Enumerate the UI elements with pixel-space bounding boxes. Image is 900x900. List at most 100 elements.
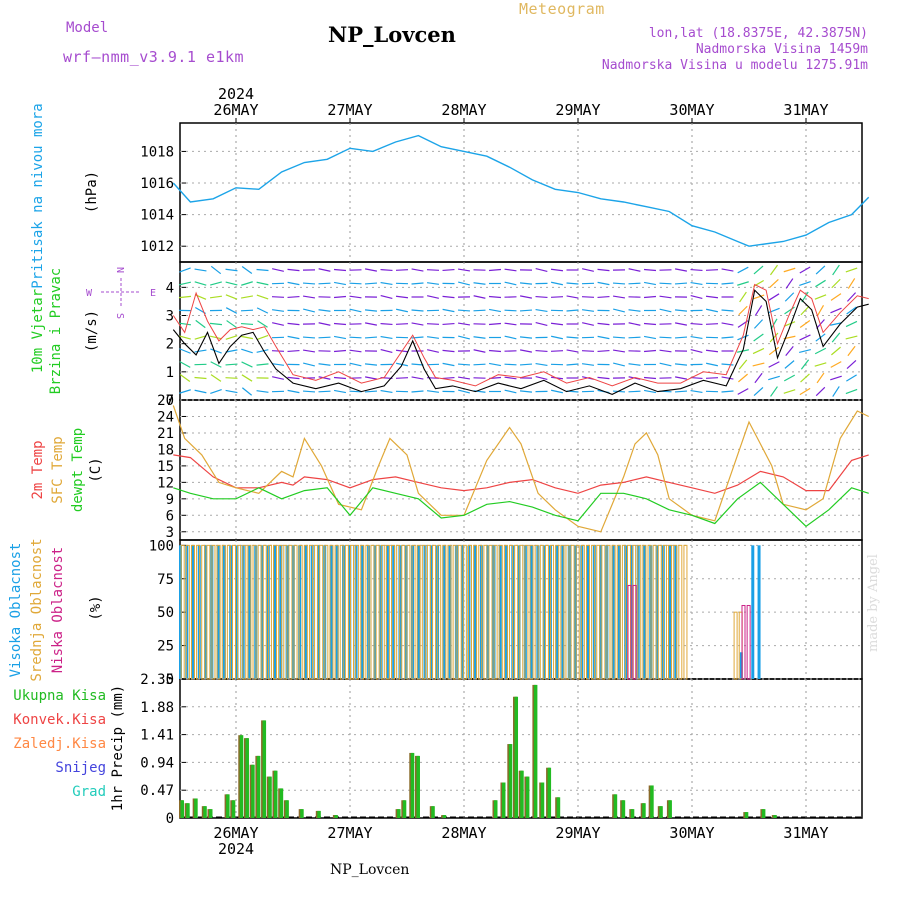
wind-arrow bbox=[566, 295, 579, 299]
y-tick-label: 0 bbox=[166, 811, 174, 827]
cloud-bar-high bbox=[335, 545, 339, 679]
wind-arrow bbox=[581, 309, 595, 312]
bottom-day-label: 30MAY bbox=[669, 824, 714, 842]
wind-arrow bbox=[178, 322, 192, 326]
wind-arrow bbox=[785, 345, 794, 357]
wind-arrow bbox=[690, 268, 703, 272]
precip-bar-total bbox=[501, 782, 506, 818]
wind-arrow bbox=[799, 348, 811, 354]
wind-arrow bbox=[473, 295, 486, 299]
wind-arrow bbox=[815, 279, 826, 288]
wind-arrow bbox=[753, 279, 764, 288]
compass-e: E bbox=[150, 288, 156, 299]
y-tick-label: 12 bbox=[157, 475, 174, 491]
wind-arrow bbox=[754, 372, 763, 384]
wind-arrow bbox=[457, 376, 471, 380]
precip-bar-total bbox=[251, 764, 255, 818]
wind-arrow bbox=[256, 349, 269, 353]
y-tick-label: 1 bbox=[166, 365, 174, 381]
wind-arrow bbox=[271, 296, 285, 298]
pressure-ylabel: Pritisak na nivou mora bbox=[30, 103, 46, 288]
wind-arrow bbox=[333, 295, 347, 299]
wind-arrow bbox=[674, 268, 688, 272]
wind-arrow bbox=[333, 268, 347, 272]
top-day-label: 28MAY bbox=[441, 101, 486, 119]
bottom-day-label: 26MAY bbox=[213, 824, 258, 842]
wind-arrow bbox=[519, 363, 533, 366]
wind-arrow bbox=[659, 362, 672, 367]
wind-arrow bbox=[256, 363, 269, 366]
wind-arrow bbox=[333, 335, 347, 340]
wind-arrow bbox=[364, 336, 378, 339]
wind-arrow bbox=[832, 386, 840, 397]
wind-arrow bbox=[800, 373, 810, 383]
precip-ylabel: 1hr Precip (mm) bbox=[110, 685, 126, 811]
cloud-bar-high bbox=[655, 545, 659, 679]
wind-arrow bbox=[674, 336, 688, 339]
cloud-bar-1 bbox=[324, 544, 329, 680]
wind-arrow bbox=[830, 293, 842, 301]
wind-arrow bbox=[800, 305, 810, 316]
cloud-bar-1 bbox=[733, 611, 738, 680]
wind-arrow bbox=[643, 376, 657, 380]
wind-arrow bbox=[628, 390, 641, 393]
cloud-bar-2 bbox=[627, 584, 632, 680]
wind-arrow bbox=[504, 281, 517, 286]
wind-arrow bbox=[256, 390, 269, 393]
wind-arrow bbox=[799, 280, 811, 287]
location-coords: lon,lat (18.8375E, 42.3875N) bbox=[648, 26, 868, 41]
precip-bar-total bbox=[194, 798, 198, 818]
wind-arrow bbox=[738, 305, 748, 316]
cloud-bar-1 bbox=[411, 544, 416, 680]
wind-arrow bbox=[519, 390, 533, 393]
y-tick-label: 1.41 bbox=[140, 728, 174, 744]
cloud-bar-1 bbox=[319, 544, 324, 680]
wind-arrow bbox=[815, 265, 826, 275]
wind-arrow bbox=[411, 376, 424, 380]
cloud-bar-1 bbox=[524, 544, 529, 680]
wind-arrow bbox=[411, 282, 424, 285]
cloud-bar-high bbox=[757, 545, 761, 679]
wind-arrow bbox=[302, 282, 316, 285]
wind-arrow bbox=[831, 278, 841, 289]
cloud-bar-1 bbox=[447, 544, 452, 680]
wind-arrow bbox=[830, 375, 842, 381]
cloud-bar-high bbox=[448, 545, 452, 679]
wind-arrow bbox=[209, 322, 223, 326]
wind-arrow bbox=[303, 308, 315, 313]
precip-bar-total bbox=[334, 815, 338, 818]
cloud-bar-high bbox=[329, 545, 333, 679]
wind-arrow bbox=[643, 349, 657, 353]
precip-bar-total bbox=[494, 800, 498, 818]
wind-arrow bbox=[287, 322, 300, 326]
wind-arrow bbox=[349, 362, 362, 367]
wind-gust-line bbox=[172, 283, 869, 387]
wind-arrow bbox=[737, 334, 749, 341]
precip-bar-total bbox=[262, 720, 267, 818]
wind-arrow bbox=[769, 278, 779, 289]
cloud-bar-1 bbox=[252, 544, 257, 680]
wind-arrow bbox=[643, 295, 657, 299]
y-tick-label: 50 bbox=[157, 605, 174, 621]
wind-arrow bbox=[519, 336, 533, 339]
wind-arrow bbox=[395, 269, 409, 271]
wind-arrow bbox=[271, 363, 285, 366]
wind-arrow bbox=[597, 335, 610, 340]
cloud-bar-high bbox=[442, 545, 446, 679]
wind-arrow bbox=[674, 282, 688, 285]
cloud-bar-1 bbox=[529, 544, 534, 680]
cloud-bar-high bbox=[385, 545, 389, 679]
wind-arrow bbox=[380, 281, 393, 286]
wind-arrow bbox=[473, 282, 486, 285]
cloud-bar-1 bbox=[457, 544, 462, 680]
wind-arrow bbox=[504, 335, 517, 340]
wind-arrow bbox=[364, 376, 378, 380]
precip-bar-total bbox=[203, 806, 207, 818]
wind-arrow bbox=[643, 389, 657, 394]
credit-text: made by Angel bbox=[866, 554, 881, 652]
cloud-ylabel-high: Visoka Oblacnost bbox=[8, 543, 24, 678]
cloud-bar-1 bbox=[493, 544, 498, 680]
wind-arrow bbox=[473, 336, 486, 339]
cloud-bar-high bbox=[630, 545, 634, 679]
